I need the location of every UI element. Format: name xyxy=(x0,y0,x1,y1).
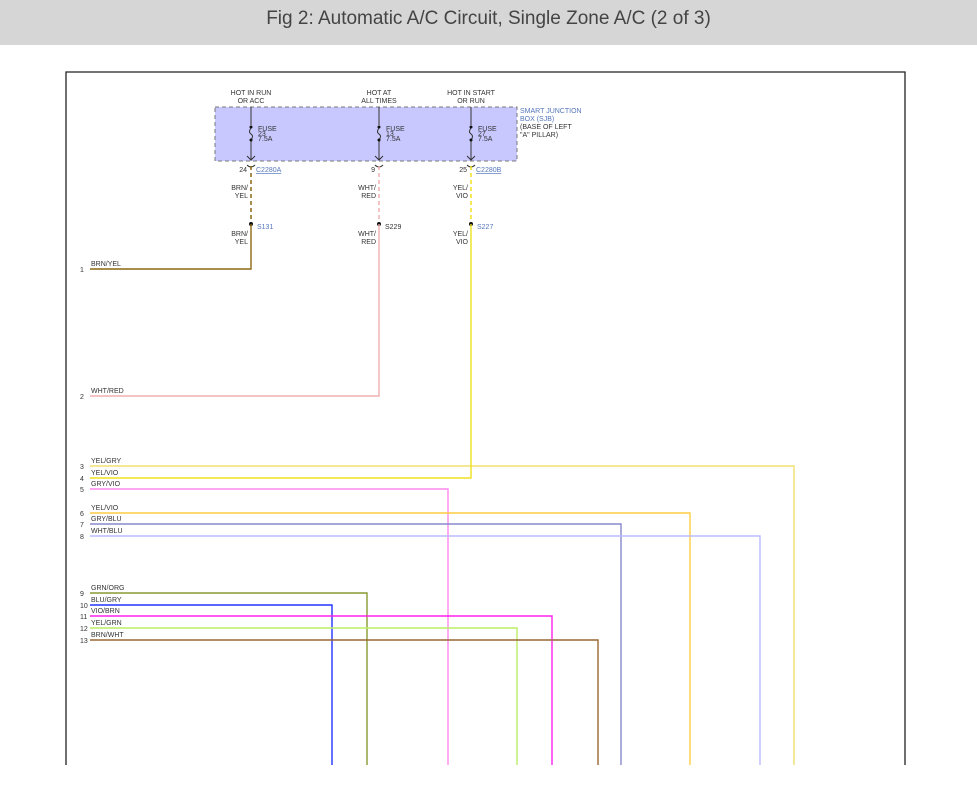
fuse-terminal xyxy=(249,138,253,142)
pin-number: 11 xyxy=(80,614,87,621)
wire-color-label: YEL/GRN xyxy=(91,620,122,627)
fuse-label: 27 xyxy=(478,131,486,138)
wire-1 xyxy=(90,224,252,270)
wire-label: RED xyxy=(361,239,376,246)
wire-4 xyxy=(90,224,472,479)
connector-pin: 25 xyxy=(459,167,467,174)
pin-number: 4 xyxy=(80,476,84,483)
feed-label: ALL TIMES xyxy=(361,98,397,105)
wire-color-label: YEL/GRY xyxy=(91,458,122,465)
diagram-frame xyxy=(65,71,906,765)
wire-7 xyxy=(90,523,622,765)
wire-color-label: GRN/ORG xyxy=(91,585,124,592)
wire-color-label: GRY/VIO xyxy=(91,481,121,488)
pin-number: 9 xyxy=(80,591,84,598)
wire-11 xyxy=(90,615,553,765)
wire-color-label: GRY/BLU xyxy=(91,516,122,523)
sjb-label: (BASE OF LEFT xyxy=(520,124,572,131)
wire-label: VIO xyxy=(456,239,469,246)
wire-label: WHT/ xyxy=(358,185,376,192)
feed-label: OR ACC xyxy=(238,98,265,105)
feed-label: HOT AT xyxy=(367,90,392,97)
fuse-label: FUSE xyxy=(478,126,497,133)
wire-label: YEL/ xyxy=(453,231,468,238)
fuse-terminal xyxy=(469,138,473,142)
pin-number: 3 xyxy=(80,464,84,471)
wire-label: BRN/ xyxy=(231,231,248,238)
wire-label: YEL/ xyxy=(453,185,468,192)
wire-10 xyxy=(90,604,333,765)
smart-junction-box xyxy=(214,106,518,162)
pin-number: 6 xyxy=(80,511,84,518)
wire-5 xyxy=(90,488,449,765)
wire-label: VIO xyxy=(456,193,469,200)
connector-id[interactable]: C2280B xyxy=(476,167,502,174)
sjb-label: "A" PILLAR) xyxy=(520,132,558,139)
wire-color-label: YEL/VIO xyxy=(91,505,119,512)
fuse-label: 7.5A xyxy=(478,136,493,143)
fuse-icon xyxy=(377,127,381,141)
wire-label: YEL xyxy=(235,193,248,200)
wire-color-label: VIO/BRN xyxy=(91,608,120,615)
splice-id: S229 xyxy=(385,224,401,231)
connector-id[interactable]: C2280A xyxy=(256,167,282,174)
wire-3 xyxy=(90,465,795,765)
fuse-label: 7.5A xyxy=(258,136,273,143)
splice-id: S131 xyxy=(257,224,273,231)
fuse-label: 13 xyxy=(386,131,394,138)
wire-12 xyxy=(90,627,518,765)
splice-id: S227 xyxy=(477,224,493,231)
pin-number: 10 xyxy=(80,603,88,610)
fuse-terminal xyxy=(469,125,473,129)
connector-pin: 24 xyxy=(239,167,247,174)
wire-label: WHT/ xyxy=(358,231,376,238)
wire-label: YEL xyxy=(235,239,248,246)
wire-13 xyxy=(90,639,599,765)
fuse-label: 23 xyxy=(258,131,266,138)
figure-title: Fig 2: Automatic A/C Circuit, Single Zon… xyxy=(0,0,977,45)
fuse-label: FUSE xyxy=(258,126,277,133)
fuse-label: FUSE xyxy=(386,126,405,133)
fuse-terminal xyxy=(377,125,381,129)
fuse-terminal xyxy=(249,125,253,129)
connector-pin: 9 xyxy=(371,167,375,174)
pin-number: 1 xyxy=(80,267,84,274)
wire-color-label: WHT/RED xyxy=(91,388,124,395)
fuse-label: 7.5A xyxy=(386,136,401,143)
pin-number: 8 xyxy=(80,534,84,541)
wire-color-label: BLU/GRY xyxy=(91,597,122,604)
wire-label: RED xyxy=(361,193,376,200)
pin-number: 13 xyxy=(80,638,88,645)
feed-label: HOT IN START xyxy=(447,90,496,97)
wire-color-label: BRN/WHT xyxy=(91,632,124,639)
wire-9 xyxy=(90,592,368,765)
pin-number: 2 xyxy=(80,394,84,401)
fuse-icon xyxy=(249,127,253,141)
wire-8 xyxy=(90,535,761,765)
sjb-label: SMART JUNCTION xyxy=(520,108,582,115)
pin-number: 5 xyxy=(80,487,84,494)
wire-2 xyxy=(90,224,380,397)
fuse-icon xyxy=(469,127,473,141)
wire-color-label: YEL/VIO xyxy=(91,470,119,477)
feed-label: HOT IN RUN xyxy=(231,90,272,97)
wire-color-label: WHT/BLU xyxy=(91,528,123,535)
pin-number: 7 xyxy=(80,522,84,529)
feed-label: OR RUN xyxy=(457,98,485,105)
wire-color-label: BRN/YEL xyxy=(91,261,121,268)
wire-label: BRN/ xyxy=(231,185,248,192)
pin-number: 12 xyxy=(80,626,88,633)
wire-6 xyxy=(90,512,691,765)
fuse-terminal xyxy=(377,138,381,142)
sjb-label: BOX (SJB) xyxy=(520,116,554,123)
